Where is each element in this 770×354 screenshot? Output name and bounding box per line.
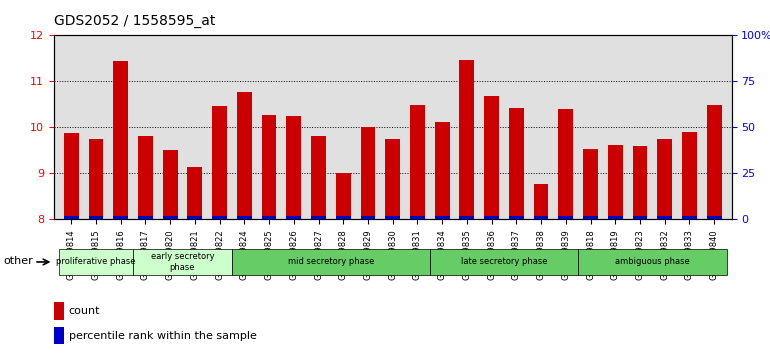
- Bar: [187, 167, 203, 354]
- Bar: [658, 216, 672, 219]
- Bar: [113, 61, 128, 354]
- Bar: [336, 216, 350, 219]
- Bar: [237, 216, 252, 219]
- Bar: [583, 216, 598, 219]
- Bar: [64, 133, 79, 354]
- Bar: [336, 172, 350, 354]
- Bar: [435, 216, 450, 219]
- Bar: [534, 216, 548, 219]
- Bar: [286, 216, 301, 219]
- Bar: [138, 136, 152, 354]
- Text: early secretory
phase: early secretory phase: [151, 252, 214, 272]
- Bar: [138, 216, 152, 219]
- Bar: [707, 216, 721, 219]
- Bar: [534, 184, 548, 354]
- Bar: [113, 216, 128, 219]
- Bar: [54, 327, 64, 344]
- Bar: [658, 139, 672, 354]
- Text: percentile rank within the sample: percentile rank within the sample: [69, 331, 256, 341]
- Bar: [385, 139, 400, 354]
- Text: other: other: [4, 256, 34, 266]
- Bar: [682, 216, 697, 219]
- Bar: [311, 216, 326, 219]
- Text: count: count: [69, 306, 100, 316]
- Bar: [633, 216, 648, 219]
- Bar: [311, 136, 326, 354]
- Bar: [484, 96, 499, 354]
- Bar: [435, 122, 450, 354]
- Bar: [162, 216, 178, 219]
- Text: ambiguous phase: ambiguous phase: [615, 257, 690, 267]
- Bar: [578, 249, 727, 275]
- Text: mid secretory phase: mid secretory phase: [288, 257, 374, 267]
- Bar: [59, 249, 133, 275]
- Bar: [232, 249, 430, 275]
- Bar: [682, 132, 697, 354]
- Bar: [162, 149, 178, 354]
- Bar: [608, 145, 623, 354]
- Bar: [64, 216, 79, 219]
- Bar: [237, 92, 252, 354]
- Bar: [286, 116, 301, 354]
- Bar: [707, 105, 721, 354]
- Bar: [410, 216, 425, 219]
- Bar: [430, 249, 578, 275]
- Bar: [558, 216, 573, 219]
- Bar: [410, 105, 425, 354]
- Bar: [213, 216, 227, 219]
- Bar: [89, 139, 103, 354]
- Bar: [509, 216, 524, 219]
- Bar: [509, 108, 524, 354]
- Bar: [213, 106, 227, 354]
- Text: late secretory phase: late secretory phase: [460, 257, 547, 267]
- Bar: [187, 216, 203, 219]
- Bar: [583, 149, 598, 354]
- Text: GDS2052 / 1558595_at: GDS2052 / 1558595_at: [54, 14, 216, 28]
- Bar: [89, 216, 103, 219]
- Bar: [360, 216, 376, 219]
- Bar: [460, 60, 474, 354]
- Bar: [460, 216, 474, 219]
- Bar: [385, 216, 400, 219]
- Bar: [484, 216, 499, 219]
- Bar: [558, 109, 573, 354]
- Bar: [262, 216, 276, 219]
- Bar: [133, 249, 232, 275]
- Bar: [54, 302, 64, 320]
- Bar: [360, 127, 376, 354]
- Bar: [633, 146, 648, 354]
- Bar: [262, 115, 276, 354]
- Text: proliferative phase: proliferative phase: [56, 257, 136, 267]
- Bar: [608, 216, 623, 219]
